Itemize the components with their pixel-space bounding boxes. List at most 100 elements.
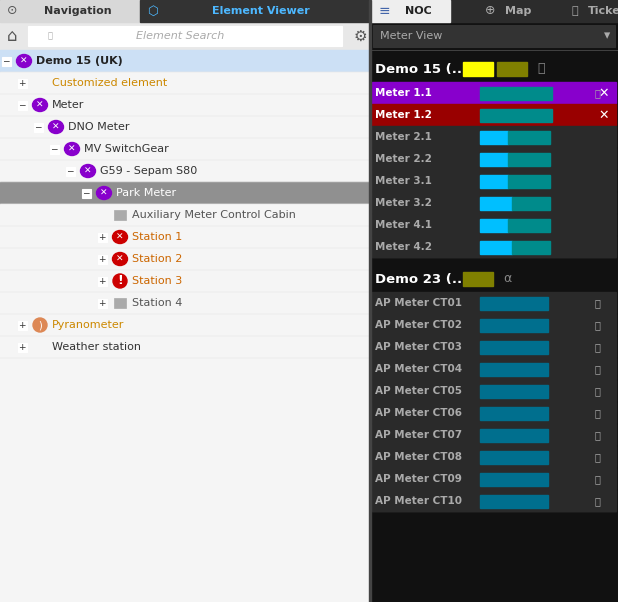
Text: +: + (19, 343, 26, 352)
Bar (0, 116, 370, 138)
Text: ✕: ✕ (598, 87, 609, 99)
Text: Station 4: Station 4 (132, 298, 182, 308)
Bar (480, 406, 548, 420)
Text: +: + (19, 78, 26, 87)
Text: ⊕: ⊕ (485, 4, 495, 17)
Text: ✕: ✕ (36, 101, 44, 110)
Bar (0, 0, 370, 22)
Text: Meter 4.1: Meter 4.1 (375, 220, 432, 230)
Text: Meter 3.2: Meter 3.2 (375, 198, 432, 208)
Bar (480, 341, 548, 353)
Text: +: + (98, 299, 106, 308)
Bar (372, 446, 616, 467)
Bar (0, 50, 370, 72)
Bar (463, 62, 493, 76)
Text: ✕: ✕ (53, 122, 60, 131)
Text: Pyranometer: Pyranometer (52, 320, 124, 330)
Text: Auxiliary Meter Control Cabin: Auxiliary Meter Control Cabin (132, 210, 296, 220)
Bar (480, 494, 548, 507)
Text: −: − (19, 101, 26, 110)
Text: Demo 15 (...: Demo 15 (... (375, 63, 467, 75)
Text: Station 1: Station 1 (132, 232, 182, 242)
Text: AP Meter CT10: AP Meter CT10 (375, 496, 462, 506)
Text: ✕: ✕ (84, 167, 91, 176)
Text: Tickets: Tickets (588, 6, 618, 16)
Bar (98, 299, 106, 308)
Bar (0, 336, 370, 358)
Text: 🗒: 🗒 (594, 342, 600, 352)
Text: AP Meter CT08: AP Meter CT08 (375, 452, 462, 462)
Bar (98, 255, 106, 264)
Text: ⌂: ⌂ (7, 27, 17, 45)
Text: −: − (82, 188, 90, 197)
Text: MV SwitchGear: MV SwitchGear (84, 144, 169, 154)
Bar (372, 490, 616, 511)
Bar (1, 57, 11, 66)
Text: +: + (19, 320, 26, 329)
Bar (480, 219, 508, 232)
Bar (0, 248, 370, 270)
Bar (0, 138, 370, 160)
Bar (480, 196, 512, 209)
Bar (0, 160, 370, 182)
Text: ): ) (38, 320, 42, 330)
Ellipse shape (112, 231, 127, 243)
Bar (370, 0, 450, 22)
Text: AP Meter CT09: AP Meter CT09 (375, 474, 462, 484)
Bar (17, 78, 27, 87)
Text: AP Meter CT07: AP Meter CT07 (375, 430, 462, 440)
Text: +: + (98, 276, 106, 285)
Bar (480, 108, 552, 122)
Text: ⚙: ⚙ (353, 28, 367, 43)
Bar (0, 292, 370, 314)
Bar (0, 182, 370, 204)
Text: Meter 1.2: Meter 1.2 (375, 110, 432, 120)
Text: Demo 23 (...: Demo 23 (... (375, 273, 467, 285)
Bar (0, 270, 370, 292)
Text: Meter 2.2: Meter 2.2 (375, 154, 432, 164)
Bar (480, 241, 512, 253)
Bar (497, 62, 527, 76)
Text: ≡: ≡ (378, 4, 390, 18)
Text: ⊙: ⊙ (7, 4, 17, 17)
Bar (140, 0, 370, 22)
Bar (480, 131, 508, 143)
Text: 🗒: 🗒 (594, 430, 600, 440)
Bar (372, 402, 616, 423)
Text: G59 - Sepam S80: G59 - Sepam S80 (100, 166, 197, 176)
Bar (0, 94, 370, 116)
Bar (17, 320, 27, 329)
Text: Demo 15 (UK): Demo 15 (UK) (36, 56, 123, 66)
Text: Meter 2.1: Meter 2.1 (375, 132, 432, 142)
Bar (98, 276, 106, 285)
Text: 🗒: 🗒 (594, 88, 600, 98)
Text: NOC: NOC (405, 6, 431, 16)
Bar (372, 214, 616, 235)
Bar (512, 196, 550, 209)
Bar (480, 297, 548, 309)
Text: DNO Meter: DNO Meter (68, 122, 130, 132)
Bar (372, 292, 616, 313)
Bar (17, 101, 27, 110)
Bar (480, 385, 548, 397)
Bar (114, 298, 126, 308)
Bar (508, 152, 550, 166)
Text: ✕: ✕ (598, 108, 609, 122)
Bar (66, 167, 75, 176)
Bar (373, 25, 615, 47)
Bar (372, 126, 616, 147)
Text: AP Meter CT06: AP Meter CT06 (375, 408, 462, 418)
Text: Meter: Meter (52, 100, 85, 110)
Bar (508, 175, 550, 187)
Bar (372, 236, 616, 257)
Text: ✕: ✕ (116, 255, 124, 264)
Bar (372, 148, 616, 169)
Ellipse shape (80, 164, 96, 178)
Text: AP Meter CT04: AP Meter CT04 (375, 364, 462, 374)
Bar (508, 219, 550, 232)
Bar (480, 175, 508, 187)
Bar (480, 152, 508, 166)
Text: ▾: ▾ (604, 29, 610, 43)
Ellipse shape (96, 187, 111, 199)
Bar (33, 122, 43, 131)
